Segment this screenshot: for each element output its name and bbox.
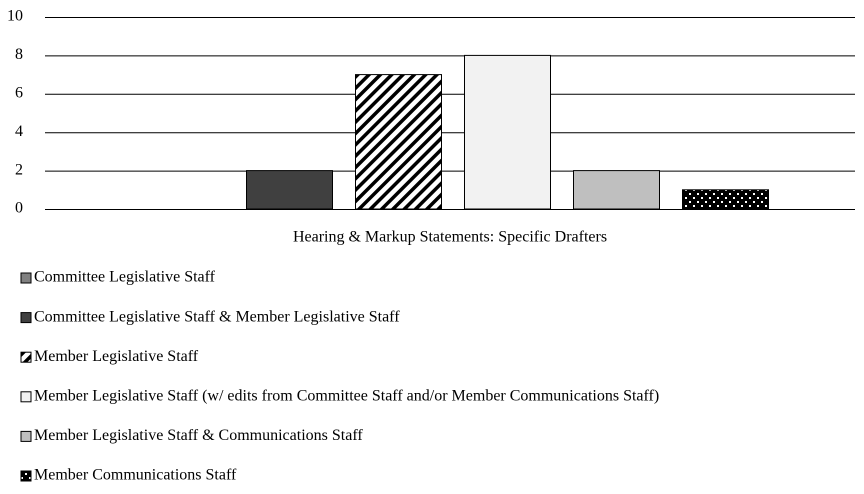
- legend-swatch: [20, 272, 32, 284]
- legend-swatch: [20, 430, 32, 442]
- y-tick-label: 4: [15, 123, 23, 140]
- bar: [682, 189, 769, 210]
- legend-label: Committee Legislative Staff: [34, 269, 216, 286]
- legend-label: Member Legislative Staff (w/ edits from …: [34, 387, 659, 404]
- legend-label: Committee Legislative Staff & Member Leg…: [34, 308, 400, 325]
- legend-label: Member Legislative Staff & Communication…: [34, 427, 363, 444]
- y-tick-label: 10: [7, 8, 23, 25]
- y-tick-label: 6: [15, 84, 23, 101]
- legend-swatch: [20, 351, 32, 363]
- bar: [464, 54, 551, 210]
- bar: [246, 170, 333, 210]
- bar: [355, 74, 442, 210]
- legend-swatch: [20, 312, 32, 324]
- legend-label: Member Legislative Staff: [34, 348, 199, 365]
- x-tick-label: Hearing & Markup Statements: Specific Dr…: [293, 229, 607, 246]
- legend-swatch: [20, 391, 32, 403]
- y-tick-label: 8: [15, 46, 23, 63]
- y-tick-label: 0: [15, 200, 23, 217]
- bar: [573, 170, 660, 210]
- legend-label: Member Communications Staff: [34, 467, 237, 484]
- y-tick-label: 2: [15, 161, 23, 178]
- legend-swatch: [20, 470, 32, 482]
